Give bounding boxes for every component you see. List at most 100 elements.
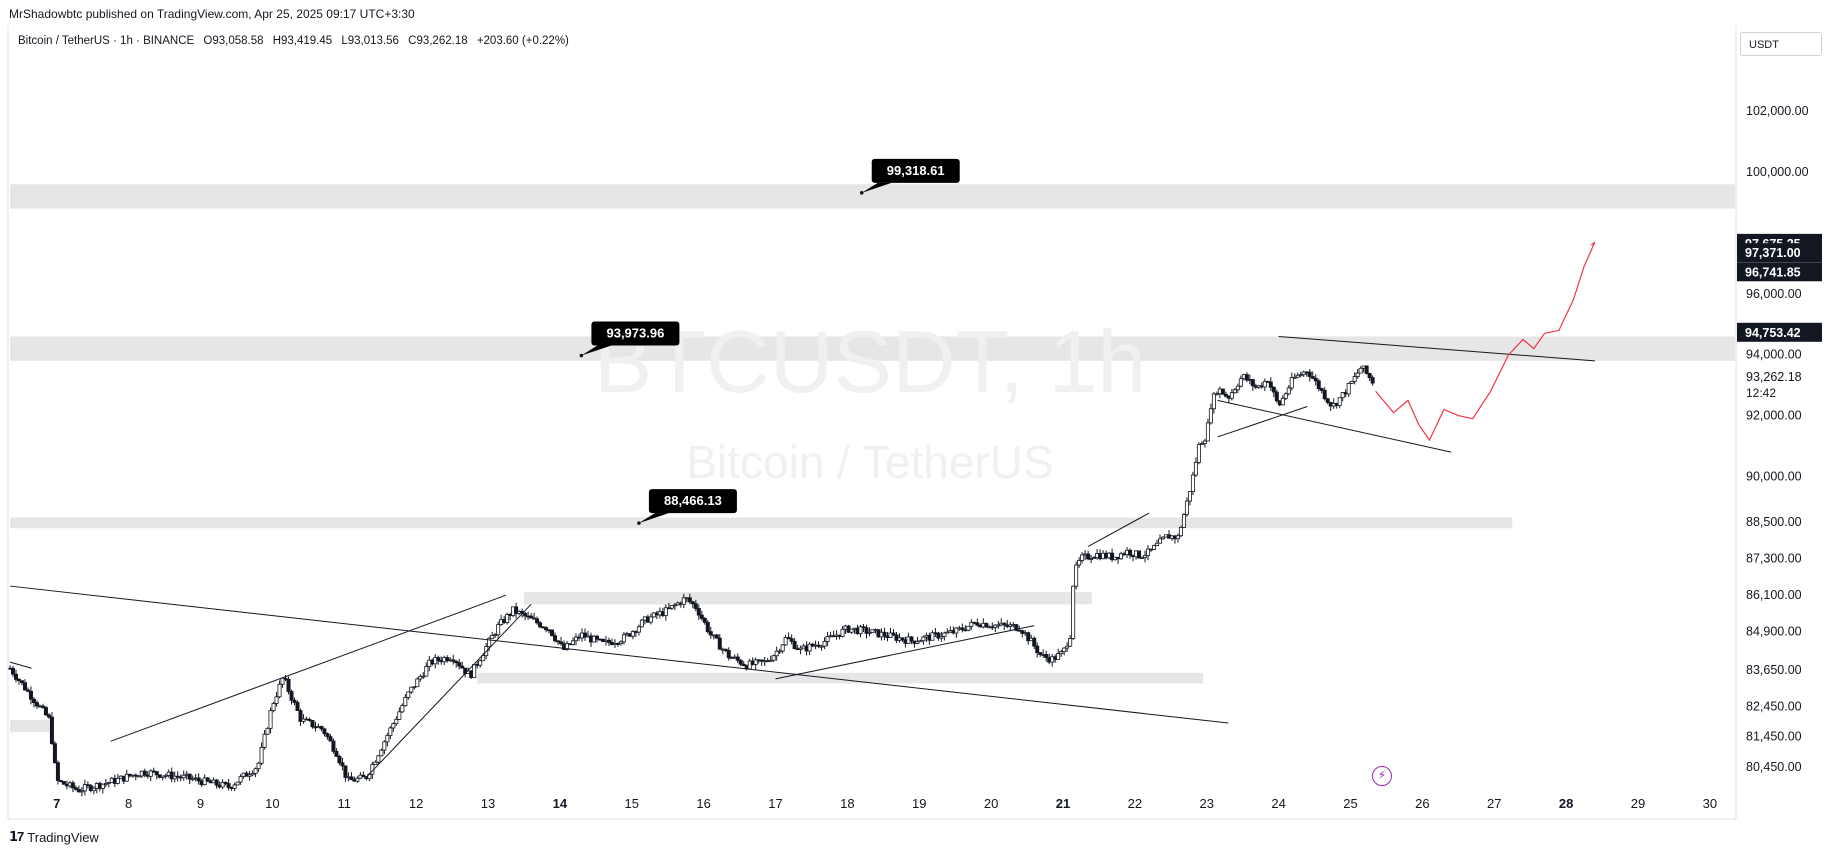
trendline[interactable] — [1217, 406, 1308, 438]
candle-body — [142, 770, 147, 776]
x-tick-label: 23 — [1199, 796, 1213, 811]
trendline[interactable] — [9, 661, 32, 669]
candle-body — [630, 631, 635, 637]
candle-body — [82, 784, 87, 792]
candle-body — [1250, 379, 1255, 387]
candle-body — [1143, 555, 1148, 558]
candle-body — [295, 702, 300, 711]
price-tag-label: 97,371.00 — [1745, 246, 1801, 260]
candle-body — [639, 619, 644, 628]
candle-body — [1068, 638, 1073, 647]
candle-body — [696, 608, 701, 616]
x-tick-label: 21 — [1056, 796, 1070, 811]
ohlc-high: H93,419.45 — [272, 35, 333, 47]
trendline[interactable] — [110, 594, 507, 742]
candle-body — [1310, 376, 1315, 379]
trendline[interactable] — [775, 625, 1035, 680]
candle-body — [960, 627, 965, 631]
candle-body — [966, 625, 971, 631]
candle-body — [1238, 378, 1243, 387]
candle-body — [1128, 549, 1133, 556]
symbol-name[interactable]: Bitcoin / TetherUS · 1h · BINANCE — [18, 35, 195, 47]
x-tick-label: 22 — [1128, 796, 1142, 811]
candle-body — [1014, 624, 1019, 631]
trendline[interactable] — [1217, 399, 1452, 453]
candle-body — [792, 640, 797, 650]
candle-body — [690, 601, 695, 605]
watermark-name: Bitcoin / TetherUS — [686, 436, 1053, 488]
candle-body — [1283, 393, 1288, 399]
candle-body — [343, 765, 348, 778]
zone-rect — [477, 672, 1204, 684]
zone-rect — [10, 517, 1513, 529]
y-tick-label: 80,450.00 — [1746, 760, 1802, 774]
candle-body — [1274, 391, 1279, 402]
x-tick-label: 12 — [409, 796, 423, 811]
symbol-info: Bitcoin / TetherUS · 1h · BINANCE O93,05… — [18, 35, 575, 47]
callout-pointer — [638, 513, 669, 524]
trendline[interactable] — [1087, 512, 1150, 547]
candle-body — [1235, 385, 1240, 391]
candle-body — [571, 640, 576, 645]
candle-body — [124, 773, 129, 782]
x-tick-label: 9 — [197, 796, 204, 811]
callout-label: 88,466.13 — [664, 493, 722, 508]
candle-body — [936, 632, 941, 639]
candle-body — [481, 655, 486, 662]
candle-body — [1232, 389, 1237, 394]
candle-body — [1262, 381, 1267, 388]
callout-label: 93,973.96 — [606, 326, 664, 341]
x-tick-label: 28 — [1559, 796, 1573, 811]
candle-body — [984, 622, 989, 628]
candle-body — [286, 679, 291, 692]
candle-body — [909, 636, 914, 642]
candle-body — [424, 666, 429, 677]
candle-body — [331, 740, 336, 752]
candle-body — [307, 718, 312, 721]
candle-body — [46, 714, 51, 718]
candle-body — [445, 657, 450, 662]
lightning-bolt-icon[interactable]: ⚡ — [1372, 766, 1392, 786]
candle-body — [735, 656, 740, 661]
candle-body — [822, 641, 827, 647]
candle-body — [741, 663, 746, 667]
candle-body — [373, 761, 378, 765]
candle-body — [1092, 557, 1097, 559]
projection-path[interactable] — [1375, 241, 1596, 442]
y-tick-label: 94,000.00 — [1746, 348, 1802, 362]
y-tick-label: 92,000.00 — [1746, 409, 1802, 423]
candle-body — [1077, 560, 1082, 566]
candle-body — [43, 707, 48, 716]
x-tick-label: 24 — [1271, 796, 1285, 811]
candle-body — [870, 629, 875, 633]
trendline[interactable] — [365, 603, 532, 779]
price-callout[interactable]: 99,318.61 — [859, 158, 960, 195]
candle-body — [714, 634, 719, 639]
candle-body — [1352, 376, 1357, 382]
price-callout[interactable]: 88,466.13 — [637, 489, 737, 525]
candle-body — [825, 635, 830, 642]
candle-body — [1298, 374, 1303, 377]
candle-body — [672, 604, 677, 607]
candle-body — [361, 774, 366, 778]
candle-body — [1223, 393, 1228, 397]
trendline[interactable] — [1278, 335, 1595, 362]
candle-body — [1146, 548, 1151, 556]
candle-body — [490, 635, 495, 639]
candle-body — [1193, 461, 1198, 476]
currency-selector[interactable]: USDT — [1740, 32, 1822, 56]
callout-pointer — [861, 182, 892, 193]
candle-body — [858, 626, 863, 635]
candle-body — [79, 790, 84, 793]
x-tick-label: 8 — [125, 796, 132, 811]
candle-body — [942, 632, 947, 637]
trendline[interactable] — [9, 585, 1229, 724]
candle-body — [196, 777, 201, 782]
y-tick-label: 102,000.00 — [1746, 104, 1809, 118]
candle-body — [16, 679, 21, 682]
price-tag-bg — [1737, 243, 1822, 263]
price-callout[interactable]: 93,973.96 — [579, 321, 680, 358]
candle-body — [1319, 388, 1324, 391]
candle-body — [421, 675, 426, 678]
